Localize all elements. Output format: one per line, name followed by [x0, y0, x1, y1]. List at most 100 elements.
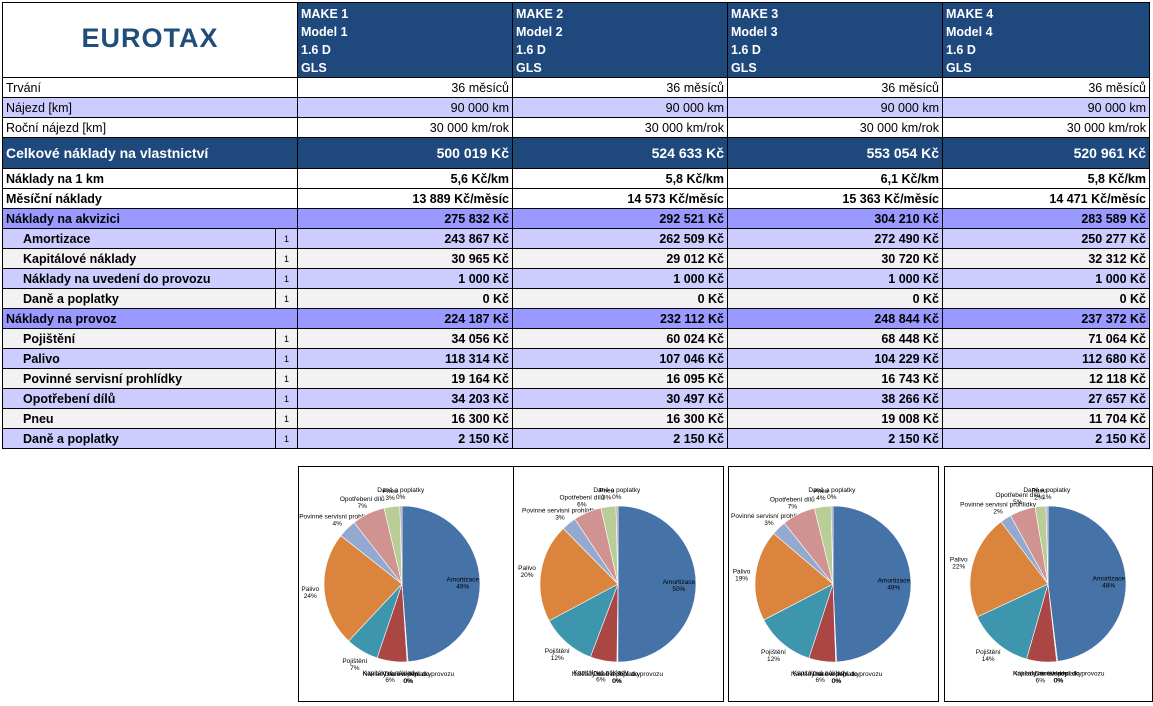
table-row: Trvání 36 měsíců 36 měsíců 36 měsíců 36 měsí…	[2, 77, 1150, 98]
row-label: Náklady na akvizici	[2, 208, 298, 229]
slice-label: Povinné servisní prohlídky 2%	[960, 502, 1037, 516]
slice-label: Daně a poplatky 0%	[813, 671, 861, 685]
value-cell: 36 měsíců	[297, 77, 513, 98]
row-label: Měsíční náklady	[2, 188, 298, 209]
value-cell: 553 054 Kč	[727, 137, 943, 169]
value-cell: 5,6 Kč/km	[297, 168, 513, 189]
row-label: Nájezd [km]	[2, 97, 298, 118]
logo-cell: EUROTAX	[2, 2, 298, 78]
pie-slice	[1045, 505, 1049, 585]
value-cell: 34 056 Kč	[297, 328, 513, 349]
pie-slice	[763, 583, 834, 659]
value-cell: 0 Kč	[727, 288, 943, 309]
value-cell: 107 046 Kč	[512, 348, 728, 369]
make-3-header: MAKE 3 Model 3 1.6 D GLS	[727, 2, 943, 78]
slice-label: Pneu 3%	[383, 488, 399, 502]
value-cell: 90 000 km	[942, 97, 1150, 118]
value-cell: 248 844 Kč	[727, 308, 943, 329]
value-cell: 19 164 Kč	[297, 368, 513, 389]
value-cell: 68 448 Kč	[727, 328, 943, 349]
pie-chart-svg: Amortizace 49% Náklady na uvedení do provo…	[731, 487, 912, 685]
value-cell: 262 509 Kč	[512, 228, 728, 249]
value-cell: 19 008 Kč	[727, 408, 943, 429]
footnote-marker: 1	[275, 328, 298, 349]
value-cell: 1 000 Kč	[512, 268, 728, 289]
slice-label: Pneu 2%	[1032, 487, 1048, 501]
slice-label: Pojištění 14%	[976, 649, 1001, 663]
table-row: Náklady na 1 km 5,6 Kč/km 5,8 Kč/km 6,1 Kč/…	[2, 168, 1150, 189]
value-cell: 15 363 Kč/měsíc	[727, 188, 943, 209]
slice-label: Amortizace 50%	[663, 579, 696, 593]
slice-label: Povinné servisní prohlídky 4%	[299, 514, 376, 528]
table-row: Amortizace 1 243 867 Kč 262 509 Kč 272 490 K…	[2, 228, 1150, 249]
value-cell: 30 000 km/rok	[942, 117, 1150, 138]
row-label: Amortizace	[2, 228, 276, 249]
slice-label: Daně a poplatky 0%	[377, 487, 425, 501]
row-label: Celkové náklady na vlastnictví	[2, 137, 298, 169]
value-cell: 30 000 km/rok	[727, 117, 943, 138]
slice-label: Opotřebení dílů 5%	[995, 491, 1040, 506]
value-cell: 36 měsíců	[727, 77, 943, 98]
value-cell: 16 300 Kč	[297, 408, 513, 429]
value-cell: 524 633 Kč	[512, 137, 728, 169]
slice-label: Náklady na uvedení do provozu 0%	[1013, 670, 1105, 684]
value-cell: 0 Kč	[297, 288, 513, 309]
value-cell: 90 000 km	[727, 97, 943, 118]
table-row: Kapitálové náklady 1 30 965 Kč 29 012 Kč 30 …	[2, 248, 1150, 269]
slice-label: Palivo 20%	[518, 565, 536, 579]
pie-slice	[399, 505, 403, 585]
footnote-marker: 1	[275, 228, 298, 249]
value-cell: 90 000 km	[297, 97, 513, 118]
make-name: MAKE 2	[516, 7, 564, 21]
row-label: Povinné servisní prohlídky	[2, 368, 276, 389]
pie-chart-svg: Amortizace 48% Náklady na uvedení do provo…	[950, 487, 1127, 685]
slice-label: Amortizace 48%	[1092, 575, 1125, 589]
value-cell: 14 471 Kč/měsíc	[942, 188, 1150, 209]
trim: GLS	[946, 61, 972, 75]
slice-label: Náklady na uvedení do provozu 0%	[363, 671, 455, 685]
value-cell: 6,1 Kč/km	[727, 168, 943, 189]
row-label: Náklady na 1 km	[2, 168, 298, 189]
value-cell: 14 573 Kč/měsíc	[512, 188, 728, 209]
pie-slice	[1047, 505, 1127, 662]
value-cell: 1 000 Kč	[727, 268, 943, 289]
value-cell: 16 095 Kč	[512, 368, 728, 389]
table-row: Palivo 1 118 314 Kč 107 046 Kč 104 229 Kč 112…	[2, 348, 1150, 369]
pie-slice	[976, 583, 1049, 660]
value-cell: 13 889 Kč/měsíc	[297, 188, 513, 209]
table-row: Roční nájezd [km] 30 000 km/rok 30 000 km/…	[2, 117, 1150, 138]
value-cell: 5,8 Kč/km	[512, 168, 728, 189]
value-cell: 283 589 Kč	[942, 208, 1150, 229]
value-cell: 71 064 Kč	[942, 328, 1150, 349]
value-cell: 38 266 Kč	[727, 388, 943, 409]
value-cell: 2 150 Kč	[512, 428, 728, 449]
value-cell: 30 720 Kč	[727, 248, 943, 269]
engine: 1.6 D	[516, 43, 546, 57]
pie-slice	[617, 505, 697, 663]
slice-label: Amortizace 49%	[878, 578, 911, 592]
pie-chart-svg: Amortizace 50% Náklady na uvedení do provo…	[518, 487, 697, 685]
make-2-header: MAKE 2 Model 2 1.6 D GLS	[512, 2, 728, 78]
row-label: Palivo	[2, 348, 276, 369]
model-name: Model 4	[946, 25, 993, 39]
engine: 1.6 D	[731, 43, 761, 57]
table-row: Opotřebení dílů 1 34 203 Kč 30 497 Kč 38 266…	[2, 388, 1150, 409]
row-label: Kapitálové náklady	[2, 248, 276, 269]
pie-slice	[832, 505, 912, 663]
slice-label: Pojištění 12%	[545, 648, 570, 662]
footnote-marker: 1	[275, 388, 298, 409]
value-cell: 275 832 Kč	[297, 208, 513, 229]
value-cell: 90 000 km	[512, 97, 728, 118]
value-cell: 5,8 Kč/km	[942, 168, 1150, 189]
slice-label: Daně a poplatky 0%	[593, 671, 641, 685]
footnote-marker: 1	[275, 348, 298, 369]
row-label: Daně a poplatky	[2, 428, 276, 449]
row-label: Opotřebení dílů	[2, 388, 276, 409]
value-cell: 60 024 Kč	[512, 328, 728, 349]
value-cell: 0 Kč	[512, 288, 728, 309]
slice-label: Kapitálové náklady 6%	[363, 670, 418, 684]
slice-label: Kapitálové náklady 6%	[793, 670, 848, 684]
table-row: Pojištění 1 34 056 Kč 60 024 Kč 68 448 Kč 71 …	[2, 328, 1150, 349]
footnote-marker: 1	[275, 408, 298, 429]
slice-label: Pneu 4%	[813, 488, 829, 502]
